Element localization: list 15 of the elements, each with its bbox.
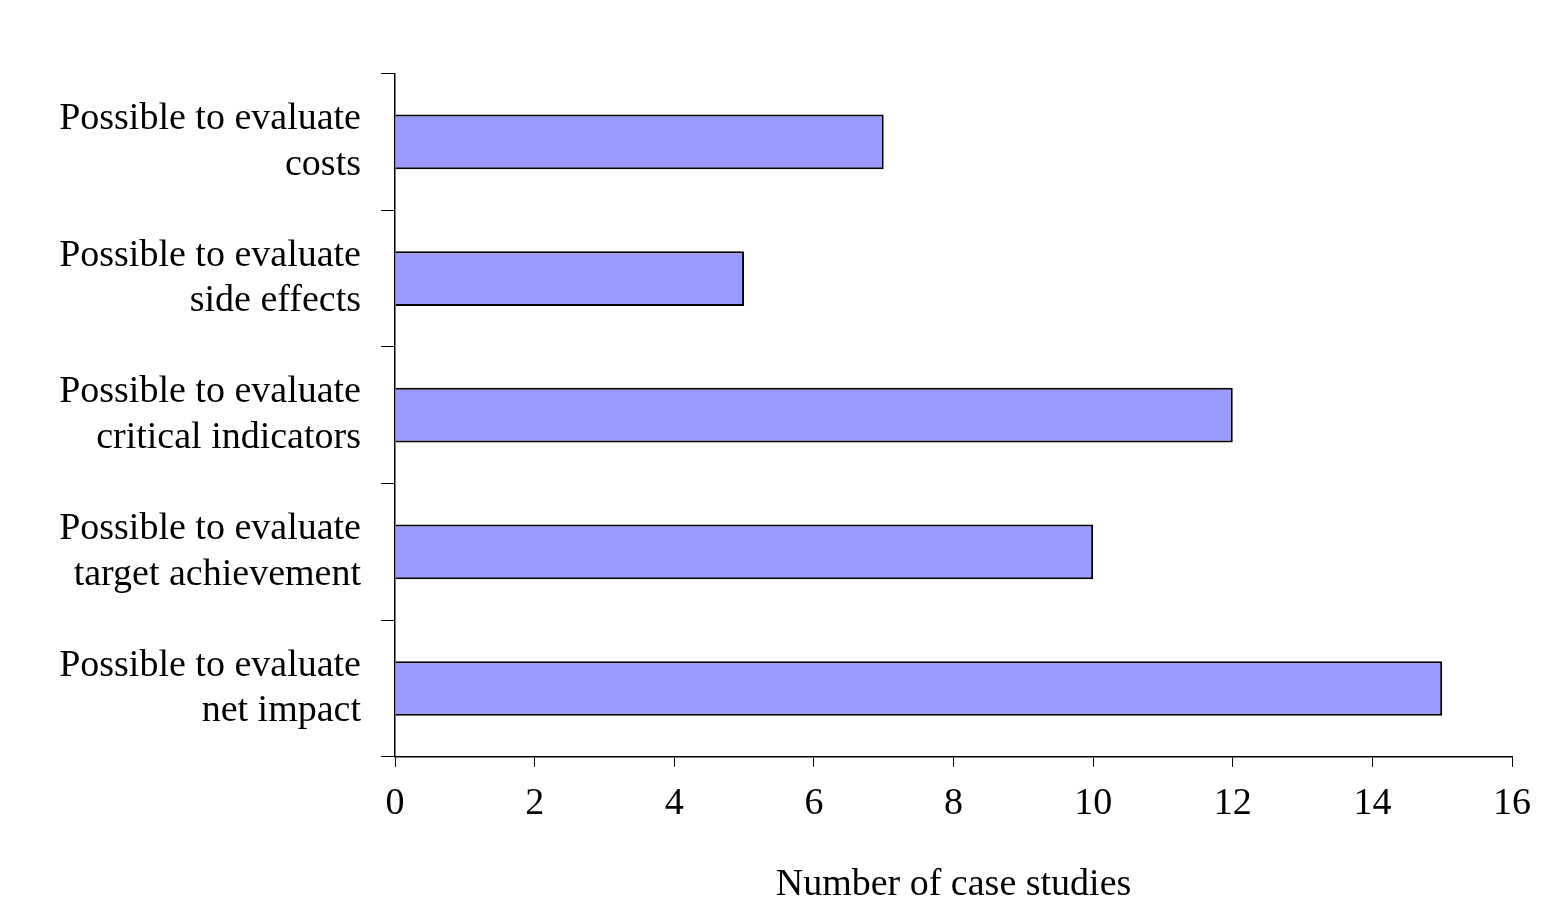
- y-tick-label: Possible to evaluate side effects: [59, 231, 361, 320]
- y-tick-label: Possible to evaluate target achievement: [59, 505, 362, 593]
- x-tick-label: 4: [664, 779, 684, 822]
- x-tick-label: 16: [1493, 779, 1531, 822]
- x-tick-label: 8: [944, 779, 963, 822]
- x-tick-label: 2: [525, 779, 545, 822]
- x-axis-title: Number of case studies: [775, 861, 1132, 904]
- y-tick-label: Possible to evaluate net impact: [59, 641, 362, 730]
- x-tick-label: 14: [1353, 779, 1392, 822]
- x-tick-label: 0: [385, 779, 405, 822]
- x-tick-label: 10: [1074, 779, 1113, 822]
- x-tick-label: 6: [804, 779, 824, 822]
- y-tick-label: Possible to evaluate critical indicators: [59, 368, 361, 456]
- x-tick-label: 12: [1213, 779, 1252, 822]
- y-tick-label: Possible to evaluate costs: [59, 95, 361, 183]
